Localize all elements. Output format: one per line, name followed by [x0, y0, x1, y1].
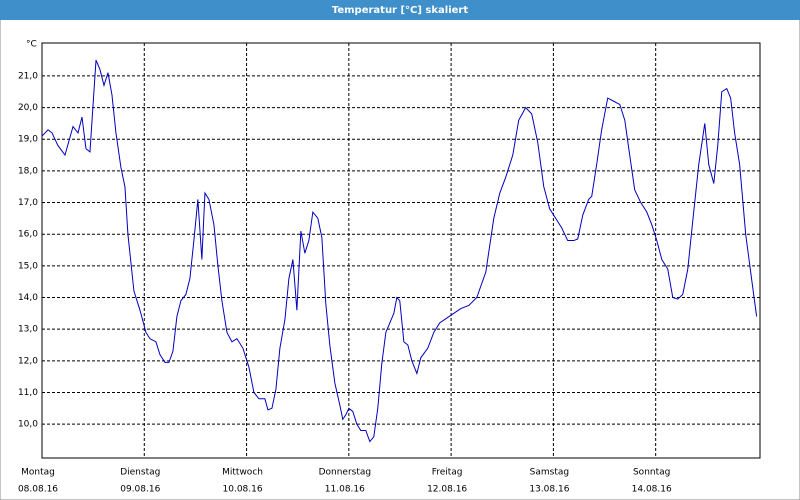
x-tick-date: 10.08.16: [223, 485, 263, 495]
x-tick-date: 08.08.16: [18, 485, 58, 495]
x-tick-label: Freitag: [432, 468, 463, 478]
y-tick-label: 14,0: [18, 293, 38, 303]
y-tick-label: 13,0: [18, 325, 38, 335]
x-tick-date: 11.08.16: [325, 485, 365, 495]
title-bar: [0, 0, 800, 20]
y-tick-label: 17,0: [18, 198, 38, 208]
plot-area: [41, 42, 761, 459]
y-tick-label: 20,0: [18, 103, 38, 113]
x-tick-label: Sonntag: [633, 468, 670, 478]
x-tick-label: Dienstag: [120, 468, 160, 478]
y-tick-label: 11,0: [18, 388, 38, 398]
y-tick-label: 10,0: [18, 420, 38, 430]
y-tick-label: 12,0: [18, 356, 38, 366]
y-unit: °C: [26, 40, 37, 50]
x-tick-date: 13.08.16: [529, 485, 569, 495]
x-tick-label: Mittwoch: [222, 468, 263, 478]
y-tick-label: 19,0: [18, 135, 38, 145]
y-tick-label: 21,0: [18, 71, 38, 81]
y-tick-label: 18,0: [18, 166, 38, 176]
chart-title: Temperatur [°C] skaliert: [332, 5, 469, 16]
x-tick-date: 14.08.16: [632, 485, 672, 495]
temperature-line: [41, 59, 758, 443]
x-tick-label: Donnerstag: [319, 468, 372, 478]
x-tick-label: Samstag: [530, 468, 569, 478]
y-tick-label: 16,0: [18, 230, 38, 240]
x-tick-date: 12.08.16: [427, 485, 467, 495]
x-tick-date: 09.08.16: [120, 485, 160, 495]
y-tick-label: 15,0: [18, 261, 38, 271]
x-tick-label: Montag: [21, 468, 55, 478]
